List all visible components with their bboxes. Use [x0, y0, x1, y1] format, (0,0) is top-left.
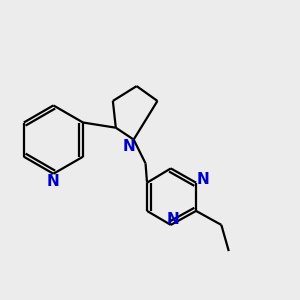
Text: N: N: [196, 172, 209, 187]
Text: N: N: [123, 139, 136, 154]
Text: N: N: [47, 174, 60, 189]
Text: N: N: [167, 212, 180, 227]
